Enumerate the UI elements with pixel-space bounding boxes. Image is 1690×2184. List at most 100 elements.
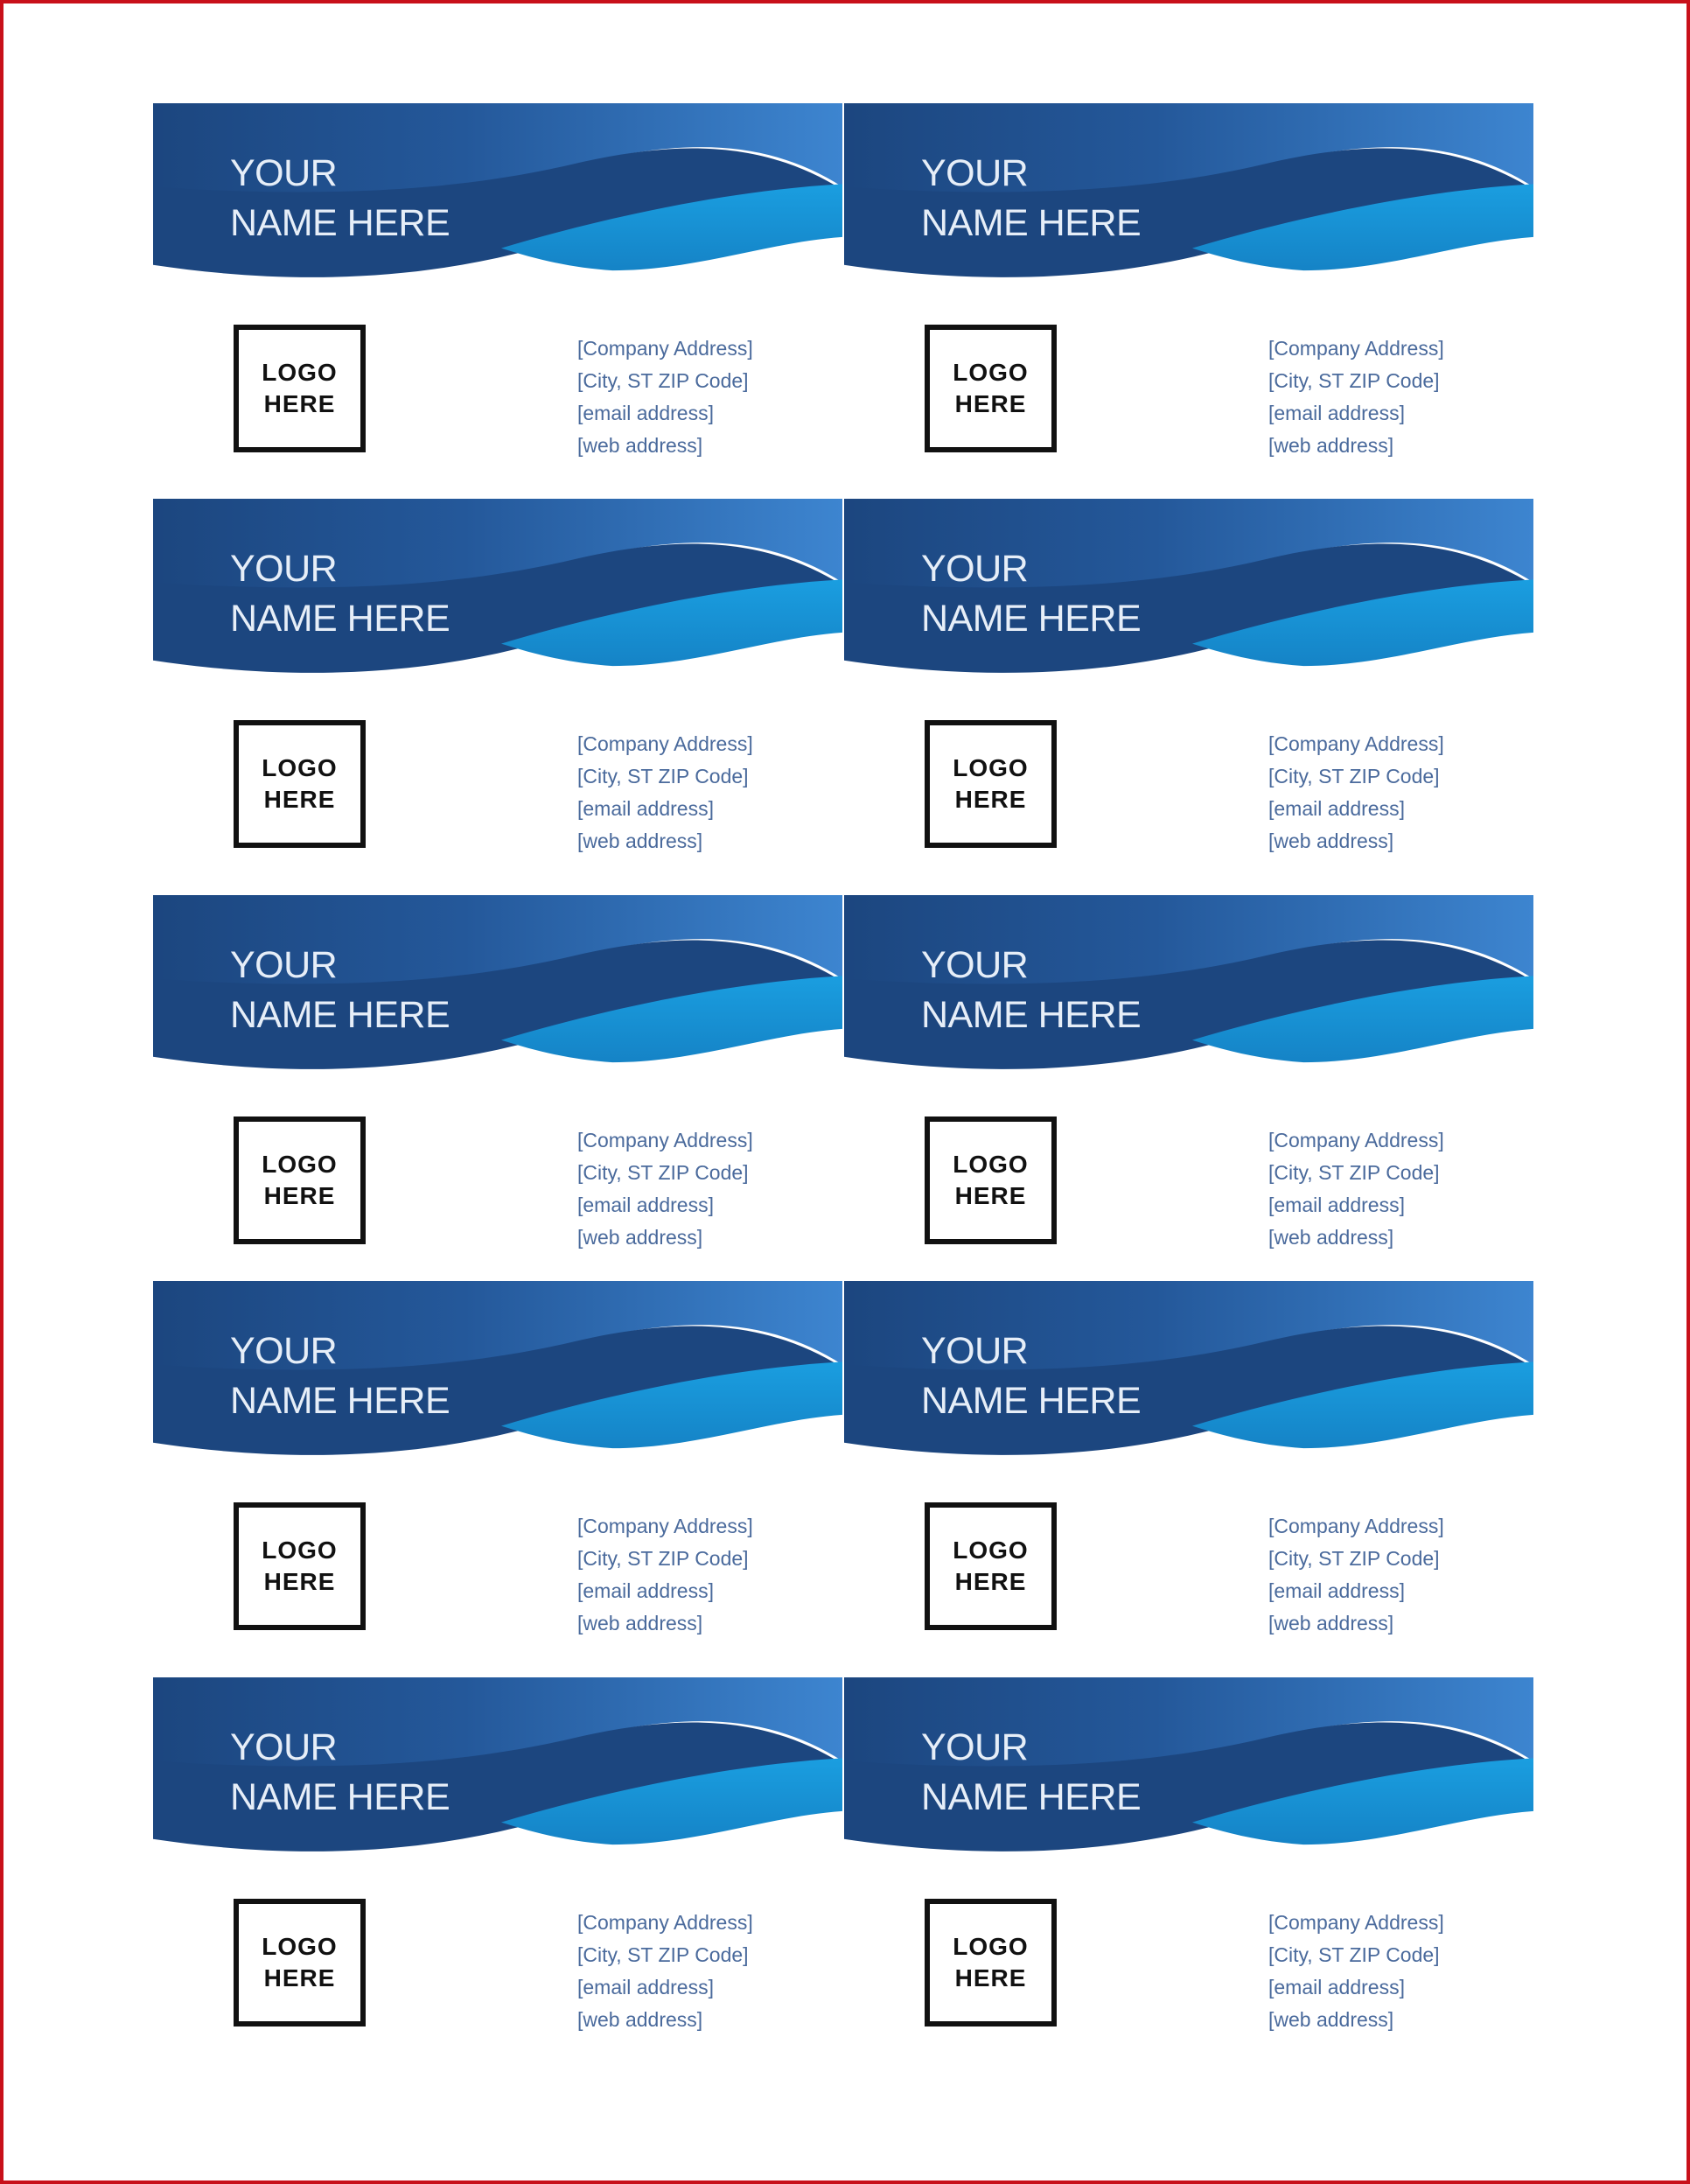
name-line-2: NAME HERE <box>230 1776 450 1818</box>
logo-line-2: HERE <box>263 786 336 813</box>
card-name: YOUR NAME HERE <box>921 1326 1142 1426</box>
logo-line-1: LOGO <box>262 359 338 386</box>
name-line-1: YOUR <box>921 1726 1029 1768</box>
wave-banner <box>153 1281 842 1455</box>
name-line-1: YOUR <box>230 1726 338 1768</box>
logo-line-2: HERE <box>263 1964 336 1992</box>
email-address: [email address] <box>1268 1976 1405 1998</box>
name-line-2: NAME HERE <box>230 202 450 244</box>
logo-line-2: HERE <box>954 786 1027 813</box>
business-card: YOUR NAME HERE LOGO HERE [Company Addres… <box>844 1677 1533 2073</box>
card-name: YOUR NAME HERE <box>921 1723 1142 1823</box>
card-name: YOUR NAME HERE <box>230 1326 450 1426</box>
logo-line-2: HERE <box>954 1568 1027 1595</box>
contact-block: [Company Address] [City, ST ZIP Code] [e… <box>577 332 753 462</box>
web-address: [web address] <box>1268 434 1394 457</box>
logo-line-1: LOGO <box>262 1933 338 1960</box>
card-name: YOUR NAME HERE <box>230 544 450 644</box>
logo-line-1: LOGO <box>953 1151 1029 1178</box>
logo-placeholder: LOGO HERE <box>925 1116 1057 1244</box>
web-address: [web address] <box>577 434 703 457</box>
business-card: YOUR NAME HERE LOGO HERE [Company Addres… <box>153 1281 842 1676</box>
contact-block: [Company Address] [City, ST ZIP Code] [e… <box>577 728 753 858</box>
city-state-zip: [City, ST ZIP Code] <box>577 765 749 788</box>
name-line-1: YOUR <box>921 944 1029 986</box>
name-line-2: NAME HERE <box>921 202 1142 244</box>
card-name: YOUR NAME HERE <box>921 941 1142 1040</box>
city-state-zip: [City, ST ZIP Code] <box>577 1547 749 1570</box>
contact-block: [Company Address] [City, ST ZIP Code] [e… <box>577 1907 753 2036</box>
logo-placeholder: LOGO HERE <box>234 1116 366 1244</box>
city-state-zip: [City, ST ZIP Code] <box>577 369 749 392</box>
name-line-2: NAME HERE <box>921 1380 1142 1422</box>
contact-block: [Company Address] [City, ST ZIP Code] [e… <box>577 1510 753 1640</box>
company-address: [Company Address] <box>577 337 753 360</box>
name-line-1: YOUR <box>230 1330 338 1372</box>
web-address: [web address] <box>1268 1612 1394 1634</box>
name-line-1: YOUR <box>921 548 1029 590</box>
logo-placeholder: LOGO HERE <box>925 325 1057 452</box>
name-line-2: NAME HERE <box>230 1380 450 1422</box>
wave-banner <box>844 103 1533 277</box>
email-address: [email address] <box>1268 797 1405 820</box>
card-name: YOUR NAME HERE <box>230 149 450 248</box>
business-card: YOUR NAME HERE LOGO HERE [Company Addres… <box>844 895 1533 1291</box>
logo-line-1: LOGO <box>262 754 338 781</box>
web-address: [web address] <box>577 830 703 852</box>
wave-banner <box>153 499 842 673</box>
name-line-1: YOUR <box>921 152 1029 194</box>
web-address: [web address] <box>1268 1226 1394 1249</box>
company-address: [Company Address] <box>577 1129 753 1152</box>
company-address: [Company Address] <box>577 1515 753 1537</box>
logo-placeholder: LOGO HERE <box>234 325 366 452</box>
wave-banner <box>153 1677 842 1852</box>
logo-line-1: LOGO <box>953 1933 1029 1960</box>
contact-block: [Company Address] [City, ST ZIP Code] [e… <box>1268 728 1444 858</box>
web-address: [web address] <box>1268 2008 1394 2031</box>
web-address: [web address] <box>577 1226 703 1249</box>
logo-placeholder: LOGO HERE <box>925 720 1057 848</box>
logo-placeholder: LOGO HERE <box>925 1899 1057 2026</box>
city-state-zip: [City, ST ZIP Code] <box>1268 1943 1440 1966</box>
logo-line-1: LOGO <box>262 1151 338 1178</box>
logo-line-2: HERE <box>954 390 1027 417</box>
name-line-2: NAME HERE <box>921 1776 1142 1818</box>
web-address: [web address] <box>577 1612 703 1634</box>
web-address: [web address] <box>577 2008 703 2031</box>
logo-line-1: LOGO <box>953 754 1029 781</box>
company-address: [Company Address] <box>1268 732 1444 755</box>
logo-placeholder: LOGO HERE <box>234 1899 366 2026</box>
card-name: YOUR NAME HERE <box>230 1723 450 1823</box>
wave-banner <box>153 895 842 1069</box>
logo-line-2: HERE <box>954 1182 1027 1209</box>
contact-block: [Company Address] [City, ST ZIP Code] [e… <box>577 1124 753 1254</box>
business-card: YOUR NAME HERE LOGO HERE [Company Addres… <box>153 499 842 894</box>
wave-banner <box>844 1677 1533 1852</box>
logo-line-2: HERE <box>263 1182 336 1209</box>
name-line-2: NAME HERE <box>230 994 450 1036</box>
company-address: [Company Address] <box>1268 1515 1444 1537</box>
email-address: [email address] <box>1268 402 1405 424</box>
name-line-2: NAME HERE <box>921 598 1142 640</box>
contact-block: [Company Address] [City, ST ZIP Code] [e… <box>1268 1907 1444 2036</box>
city-state-zip: [City, ST ZIP Code] <box>1268 369 1440 392</box>
logo-placeholder: LOGO HERE <box>234 720 366 848</box>
wave-banner <box>844 895 1533 1069</box>
card-name: YOUR NAME HERE <box>230 941 450 1040</box>
email-address: [email address] <box>577 1579 714 1602</box>
wave-banner <box>153 103 842 277</box>
company-address: [Company Address] <box>1268 1129 1444 1152</box>
name-line-1: YOUR <box>921 1330 1029 1372</box>
business-card: YOUR NAME HERE LOGO HERE [Company Addres… <box>153 1677 842 2073</box>
email-address: [email address] <box>1268 1194 1405 1216</box>
company-address: [Company Address] <box>577 1911 753 1934</box>
name-line-2: NAME HERE <box>230 598 450 640</box>
business-card: YOUR NAME HERE LOGO HERE [Company Addres… <box>153 895 842 1291</box>
contact-block: [Company Address] [City, ST ZIP Code] [e… <box>1268 1510 1444 1640</box>
city-state-zip: [City, ST ZIP Code] <box>1268 765 1440 788</box>
logo-line-2: HERE <box>954 1964 1027 1992</box>
logo-placeholder: LOGO HERE <box>925 1502 1057 1630</box>
contact-block: [Company Address] [City, ST ZIP Code] [e… <box>1268 1124 1444 1254</box>
logo-line-2: HERE <box>263 390 336 417</box>
company-address: [Company Address] <box>577 732 753 755</box>
